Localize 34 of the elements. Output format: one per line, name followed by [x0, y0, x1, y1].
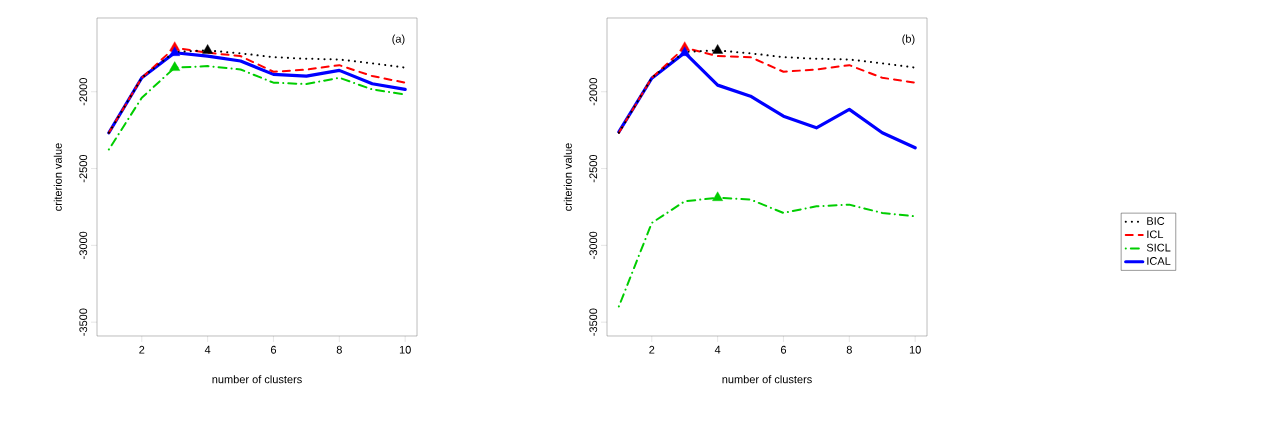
x-tick-label: 4	[714, 345, 721, 354]
x-tick-label: 6	[270, 345, 277, 354]
x-tick-label: 10	[909, 345, 921, 354]
y-tick-label: -2000	[589, 78, 598, 106]
x-tick-label: 10	[399, 345, 411, 354]
y-tick-label: -3000	[589, 231, 598, 259]
x-tick-label: 4	[204, 345, 211, 354]
annotation: (a)	[392, 34, 405, 45]
legend-label: SICL	[1146, 243, 1171, 252]
x-axis-title: number of clusters	[212, 375, 302, 384]
legend-label: ICAL	[1147, 257, 1171, 265]
x-tick-label: 6	[780, 345, 787, 354]
point	[712, 191, 724, 201]
x-tick-label: 8	[336, 345, 342, 354]
annotation: (b)	[902, 34, 915, 45]
y-tick-label: -3000	[79, 231, 88, 259]
x-axis-title: number of clusters	[722, 375, 812, 384]
y-axis-title: criterion value	[563, 143, 572, 211]
y-axis-title: criterion value	[53, 143, 62, 211]
x-tick-label: 2	[649, 345, 655, 354]
point	[169, 46, 181, 56]
legend-label: ICL	[1147, 230, 1164, 239]
point	[169, 61, 181, 71]
y-tick-label: -2000	[79, 78, 88, 106]
y-tick-label: -3500	[79, 308, 88, 336]
x-tick-label: 2	[139, 345, 145, 354]
y-tick-label: -2500	[79, 154, 88, 183]
point	[712, 44, 724, 54]
y-tick-label: -3500	[589, 308, 598, 336]
x-tick-label: 8	[846, 345, 852, 354]
legend-label: BIC	[1147, 217, 1165, 225]
point	[202, 44, 214, 54]
point	[679, 46, 691, 56]
y-tick-label: -2500	[589, 154, 598, 183]
